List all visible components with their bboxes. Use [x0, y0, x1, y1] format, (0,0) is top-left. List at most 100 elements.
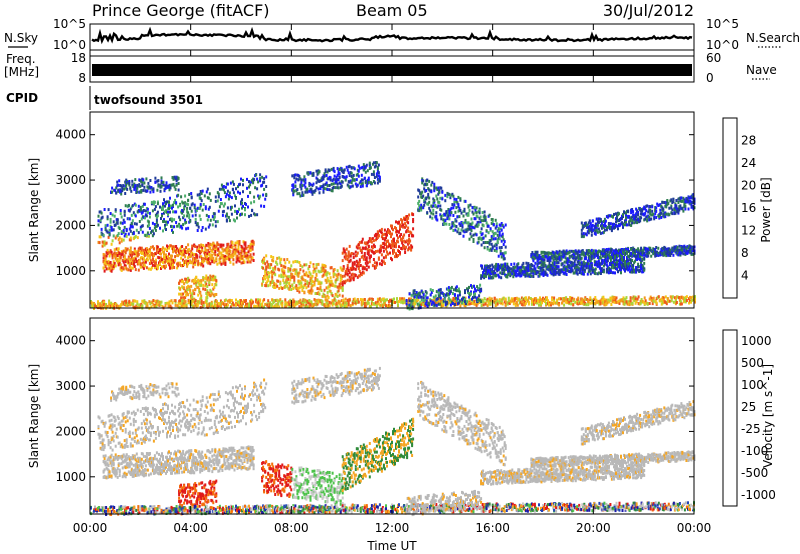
power-cell	[665, 212, 668, 216]
power-cell	[114, 264, 117, 268]
power-cell	[475, 211, 478, 215]
power-cell	[386, 250, 388, 254]
power-cell	[444, 199, 447, 203]
power-cell	[160, 267, 162, 270]
power-cell	[399, 251, 401, 255]
power-cell	[222, 188, 225, 192]
power-cell	[182, 201, 185, 205]
power-cell	[480, 227, 483, 231]
power-cell	[588, 256, 591, 260]
power-cell	[347, 250, 350, 254]
power-cell	[150, 266, 153, 270]
power-cell	[391, 239, 393, 243]
power-cell	[172, 182, 175, 186]
power-cell	[353, 167, 356, 171]
power-cell	[470, 229, 473, 232]
power-cell	[133, 252, 136, 256]
power-cell	[672, 253, 675, 257]
power-cell	[122, 230, 125, 234]
power-cell	[275, 261, 278, 264]
power-cell	[352, 276, 355, 280]
power-cell	[242, 255, 245, 259]
power-cell	[153, 266, 156, 270]
power-cell	[352, 256, 355, 259]
power-cell	[609, 259, 612, 262]
power-cell	[141, 210, 144, 214]
power-cell	[127, 257, 130, 261]
power-cell	[655, 209, 658, 213]
power-cell	[126, 261, 129, 265]
power-cell	[214, 246, 217, 250]
power-cell	[259, 177, 262, 181]
power-cell	[219, 198, 222, 201]
power-cell	[186, 206, 189, 210]
power-cell	[157, 179, 160, 183]
power-cell	[244, 213, 246, 217]
power-cell	[238, 207, 240, 211]
power-cell	[167, 260, 169, 264]
power-cell	[502, 238, 505, 242]
power-cell	[343, 255, 346, 259]
power-cell	[162, 260, 164, 264]
power-cell	[241, 256, 244, 260]
power-cell	[308, 189, 311, 193]
power-cell	[208, 223, 211, 227]
power-cell	[500, 246, 503, 249]
power-cell	[202, 276, 205, 280]
power-cell	[344, 257, 347, 261]
power-cell	[123, 254, 126, 258]
power-cell	[145, 214, 148, 218]
power-cell	[251, 247, 254, 251]
power-cell	[212, 247, 215, 251]
power-cell	[223, 257, 226, 261]
power-cell	[330, 266, 333, 270]
power-cell	[542, 265, 545, 269]
power-cell	[278, 256, 281, 260]
power-cell	[261, 183, 264, 187]
power-cell	[482, 241, 485, 245]
power-cell	[551, 261, 554, 265]
power-cell	[303, 175, 306, 179]
power-cell	[425, 189, 428, 192]
power-cell	[524, 274, 527, 278]
date-title: 30/Jul/2012	[603, 1, 694, 20]
power-cell	[176, 266, 179, 270]
power-cell	[214, 195, 217, 199]
power-cell	[111, 239, 114, 243]
power-cell	[493, 248, 496, 252]
power-cell	[207, 225, 210, 229]
power-cell	[491, 263, 494, 267]
power-cell	[283, 281, 286, 285]
power-cell	[239, 191, 241, 195]
power-cell	[687, 207, 690, 211]
power-cell	[595, 260, 598, 264]
power-cell	[387, 252, 389, 256]
power-cell	[228, 219, 231, 223]
power-cell	[555, 271, 558, 275]
power-cell	[477, 220, 480, 224]
power-cell	[111, 228, 114, 232]
power-cell	[501, 223, 504, 227]
power-cell	[116, 180, 119, 184]
power-cell	[234, 219, 236, 223]
power-cell	[279, 261, 282, 265]
power-cell	[371, 237, 374, 241]
power-cell	[215, 293, 218, 296]
power-cell	[173, 225, 176, 229]
power-cell	[671, 208, 674, 212]
power-cell	[182, 223, 185, 227]
power-cell	[294, 260, 297, 263]
power-cell	[187, 284, 190, 288]
power-cell	[160, 252, 162, 256]
power-cell	[171, 260, 173, 264]
power-cell	[584, 256, 587, 260]
power-cell	[455, 198, 458, 201]
power-cell	[189, 219, 192, 223]
power-cell	[399, 223, 401, 227]
power-cell	[140, 217, 143, 221]
power-cell	[458, 206, 461, 210]
power-cell	[565, 260, 568, 264]
power-cell	[122, 267, 125, 271]
power-cell	[145, 233, 148, 237]
power-cell	[120, 184, 123, 188]
